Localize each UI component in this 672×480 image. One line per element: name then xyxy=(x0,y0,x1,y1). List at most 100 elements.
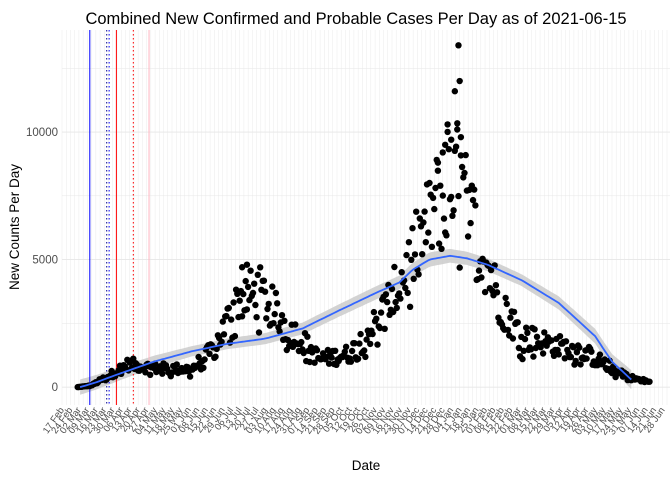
chart-title: Combined New Confirmed and Probable Case… xyxy=(85,10,626,28)
data-point xyxy=(242,277,249,285)
data-point xyxy=(440,215,448,222)
data-point xyxy=(527,346,535,353)
data-point xyxy=(531,326,538,333)
data-point xyxy=(406,303,414,310)
data-point xyxy=(532,344,539,352)
data-point xyxy=(419,251,426,258)
data-point xyxy=(510,308,518,316)
data-point xyxy=(405,239,413,246)
data-point xyxy=(448,136,455,143)
data-point xyxy=(269,283,276,290)
data-point xyxy=(351,340,358,347)
data-point xyxy=(492,282,500,289)
data-point xyxy=(159,370,166,377)
data-point xyxy=(225,304,232,312)
data-point xyxy=(397,295,404,302)
data-point xyxy=(493,289,501,296)
data-point xyxy=(272,289,280,297)
data-point xyxy=(548,337,555,344)
data-point xyxy=(454,126,461,133)
data-point xyxy=(434,167,442,174)
data-point xyxy=(236,297,243,304)
data-point xyxy=(398,269,405,276)
data-point xyxy=(373,315,380,322)
data-point xyxy=(514,319,521,326)
data-point xyxy=(354,355,362,362)
data-point xyxy=(437,182,444,189)
data-point xyxy=(445,146,452,153)
data-point xyxy=(220,331,228,338)
data-point xyxy=(376,324,384,332)
data-point xyxy=(415,271,422,278)
data-point xyxy=(206,350,213,357)
y-tick-label: 0 xyxy=(52,382,58,394)
data-point xyxy=(201,356,208,363)
data-point xyxy=(456,264,463,271)
data-point xyxy=(413,208,420,215)
data-point xyxy=(402,284,409,292)
data-point xyxy=(429,194,437,202)
data-point xyxy=(243,306,251,313)
data-point xyxy=(555,351,562,358)
data-point xyxy=(173,361,180,368)
data-point xyxy=(475,267,483,274)
data-point xyxy=(425,229,432,236)
data-point xyxy=(278,312,286,319)
data-point xyxy=(507,314,514,321)
x-axis-title: Date xyxy=(352,458,381,473)
data-point xyxy=(363,336,370,343)
data-point xyxy=(444,128,451,136)
data-point xyxy=(238,264,246,271)
data-point xyxy=(276,328,283,335)
data-point xyxy=(260,277,268,284)
data-point xyxy=(274,300,281,307)
data-point xyxy=(570,344,577,351)
data-point xyxy=(523,324,530,331)
data-point xyxy=(464,233,472,240)
data-point xyxy=(271,310,278,318)
data-point xyxy=(370,308,378,316)
data-point xyxy=(254,271,261,278)
data-point xyxy=(550,352,558,359)
data-point xyxy=(509,335,517,342)
data-point xyxy=(212,353,219,360)
data-point xyxy=(444,121,451,128)
data-point xyxy=(306,358,313,366)
data-point xyxy=(588,348,595,355)
data-point xyxy=(341,348,348,355)
data-point xyxy=(519,355,526,363)
data-point xyxy=(504,326,512,334)
y-axis-title: New Counts Per Day xyxy=(7,164,22,290)
data-point xyxy=(186,373,194,380)
data-point xyxy=(467,219,474,227)
data-point xyxy=(195,353,202,361)
data-point xyxy=(263,315,270,322)
data-point xyxy=(421,208,428,215)
data-point xyxy=(469,196,477,204)
data-point xyxy=(393,304,400,312)
data-point xyxy=(438,245,445,252)
data-point xyxy=(450,207,457,214)
data-point xyxy=(583,355,590,362)
data-point xyxy=(219,318,226,325)
data-point xyxy=(428,243,436,250)
data-point xyxy=(456,77,463,85)
data-point xyxy=(270,320,277,327)
data-point xyxy=(601,356,608,363)
grid-lines xyxy=(61,30,670,405)
y-tick-label: 5000 xyxy=(32,255,58,267)
data-point xyxy=(356,340,363,347)
data-point xyxy=(218,338,225,345)
data-point xyxy=(311,359,318,366)
data-point xyxy=(367,340,374,348)
data-point xyxy=(448,193,455,201)
data-point xyxy=(264,305,271,313)
data-point xyxy=(515,344,523,352)
data-point xyxy=(457,152,465,159)
data-point xyxy=(439,149,446,156)
data-point xyxy=(304,333,311,340)
data-point xyxy=(457,133,465,141)
data-point xyxy=(228,316,235,323)
